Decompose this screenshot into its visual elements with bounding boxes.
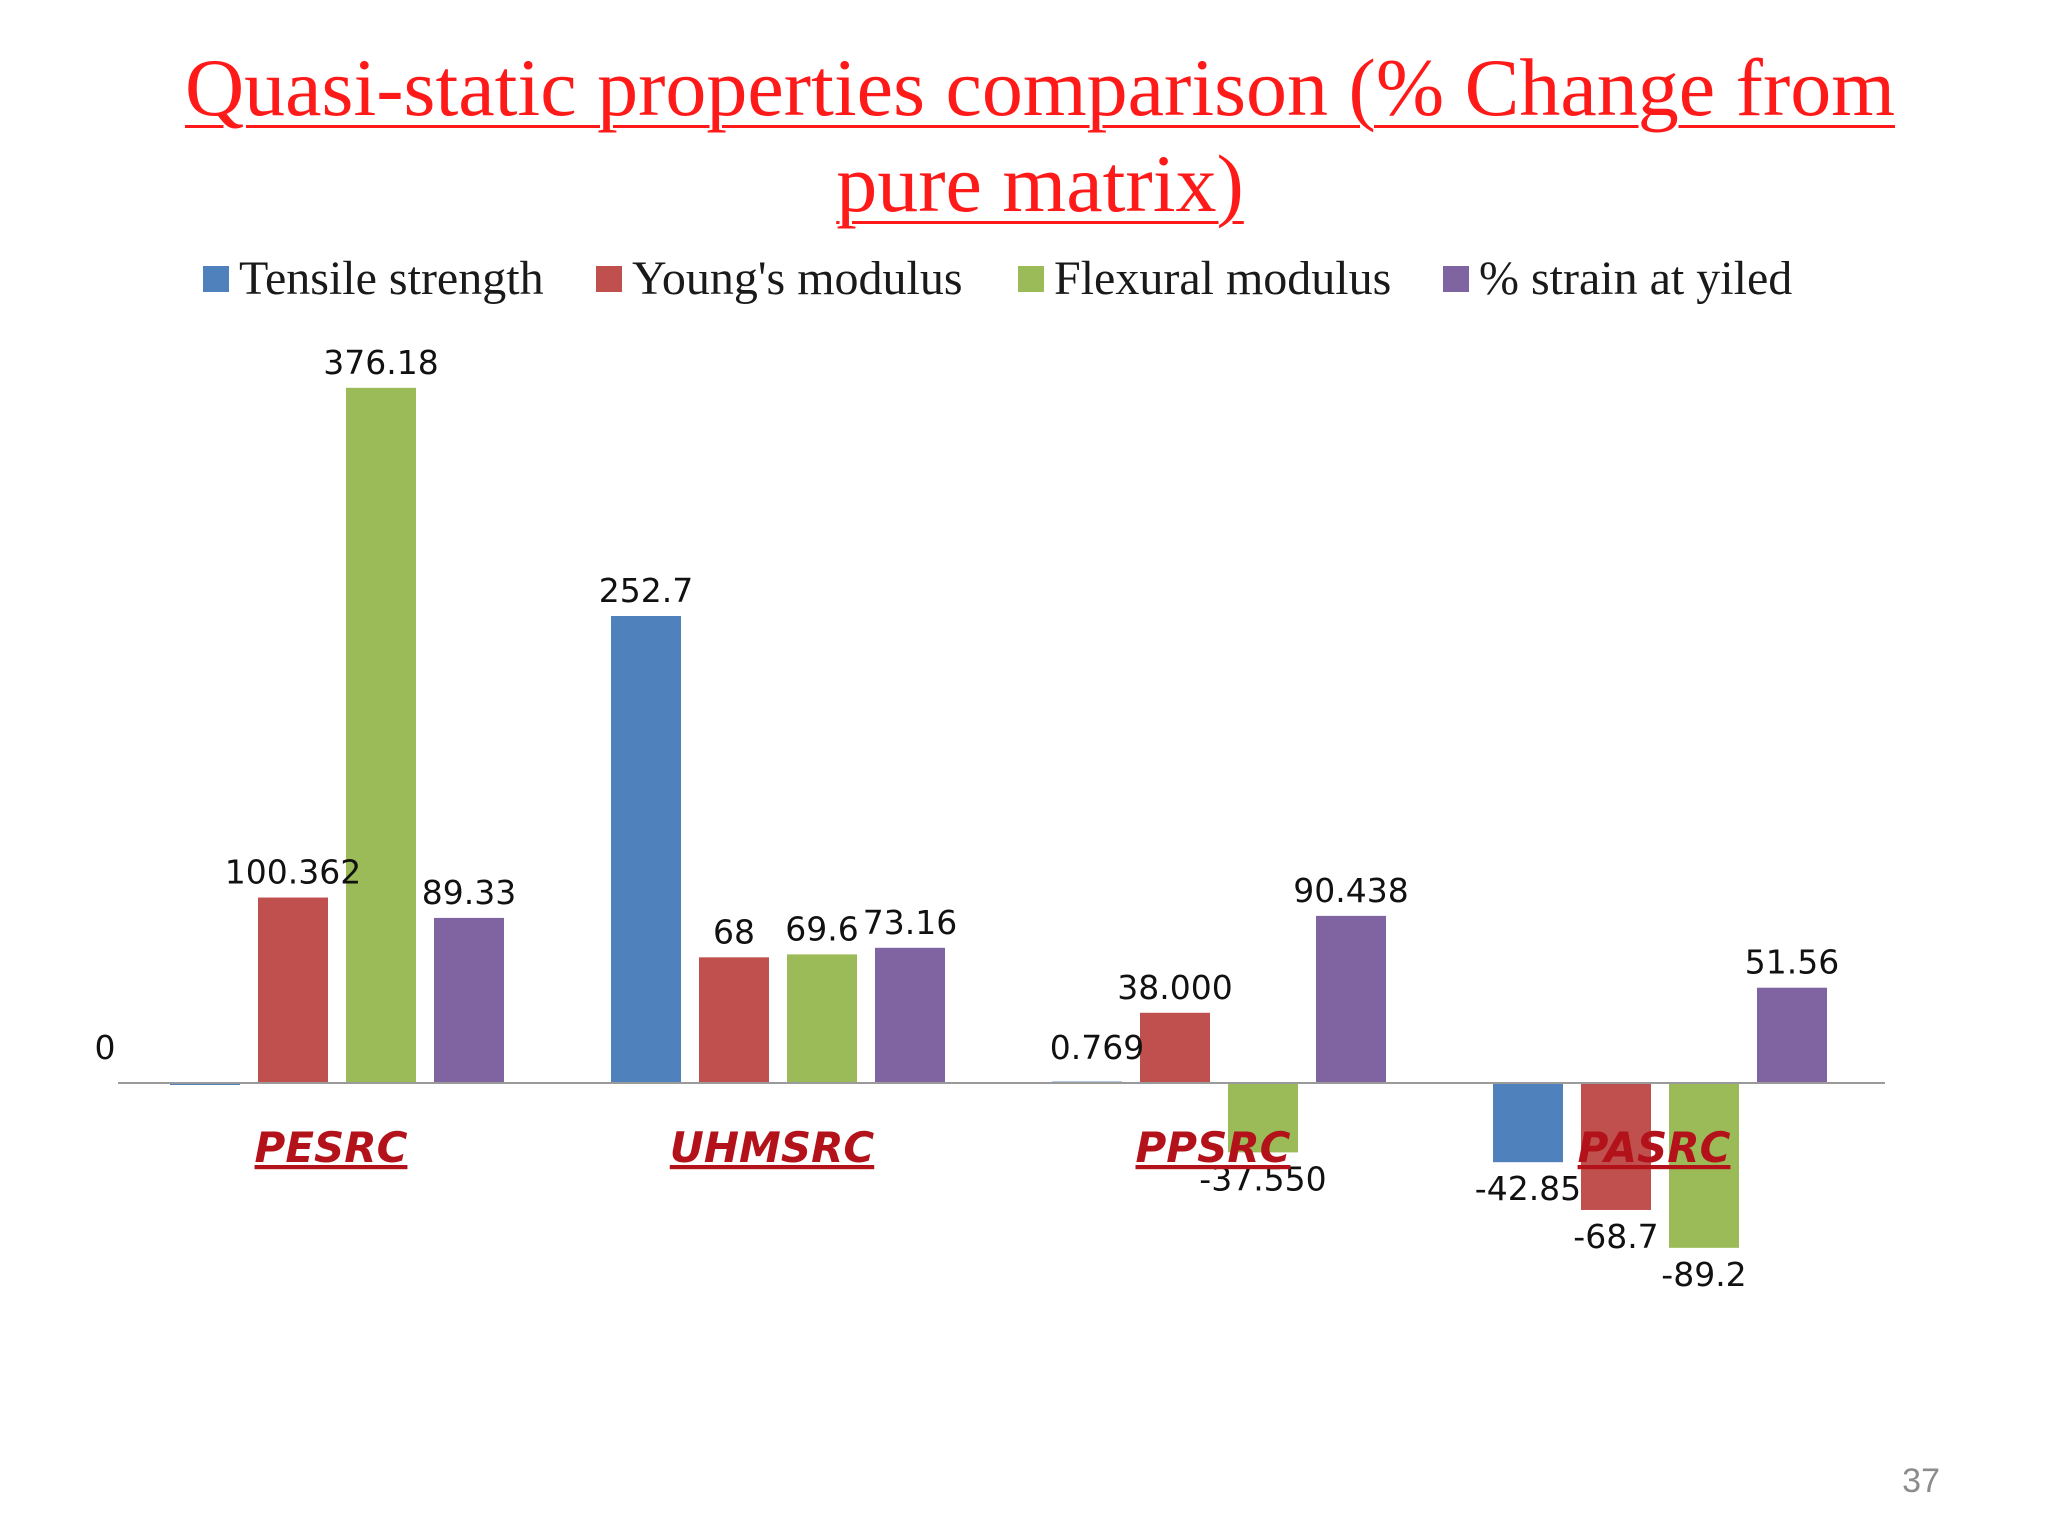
chart-category-labels: PESRC UHMSRC PPSRC PASRC [255,1123,1731,1172]
chart-data-labels: 0 100.362 376.18 89.33 252.7 68 69.6 73.16 0.769… [95,343,1840,1294]
legend-label-1: Tensile strength [239,252,544,305]
data-label-pesrc-series-2: 100.362 [225,853,361,892]
data-label-pasrc-series-3: -89.2 [1661,1255,1746,1294]
bar-uhmsrc-series-4 [875,947,945,1083]
legend-swatch-3 [1018,266,1044,292]
data-label-ppsrc-series-2: 38.000 [1117,968,1232,1007]
bar-pesrc-series-3 [346,387,416,1084]
chart-bars [170,387,1827,1248]
bar-pasrc-series-2 [1581,1083,1651,1210]
data-label-pasrc-series-1: -42.85 [1475,1169,1581,1208]
bar-ppsrc-series-3 [1228,1083,1298,1153]
legend-swatch-2 [596,266,622,292]
bar-uhmsrc-series-1 [611,616,681,1083]
legend-swatch-4 [1443,266,1469,292]
data-label-uhmsrc-series-4: 73.16 [863,903,957,942]
chart-legend: Tensile strength Young's modulus Flexural … [203,252,1792,305]
data-label-uhmsrc-series-1: 252.7 [599,571,693,610]
data-label-ppsrc-series-3: -37.550 [1199,1159,1326,1198]
bar-pasrc-series-4 [1757,987,1827,1083]
category-label-uhmsrc: UHMSRC [670,1123,875,1172]
data-label-uhmsrc-series-3: 69.6 [785,909,858,948]
legend-swatch-1 [203,266,229,292]
bar-pesrc-series-2 [258,897,328,1083]
category-label-ppsrc: PPSRC [1136,1123,1291,1172]
bar-pasrc-series-1 [1493,1083,1563,1163]
legend-label-2: Young's modulus [632,252,963,305]
data-label-pesrc-series-4: 89.33 [422,873,516,912]
bar-ppsrc-series-4 [1316,915,1386,1083]
data-label-pesrc-series-3: 376.18 [323,343,438,382]
bar-pesrc-series-4 [434,917,504,1083]
slide-title: Quasi-static properties comparison (% Ch… [184,42,1896,229]
bar-pasrc-series-3 [1669,1083,1739,1248]
category-label-pasrc: PASRC [1578,1123,1731,1172]
page-number: 37 [1902,1462,1940,1500]
bar-uhmsrc-series-3 [787,954,857,1083]
data-label-pasrc-series-2: -68.7 [1573,1217,1658,1256]
legend-label-4: % strain at yiled [1479,252,1792,305]
data-label-pesrc-series-1: 0 [95,1028,116,1067]
category-label-pesrc: PESRC [255,1123,408,1172]
data-label-ppsrc-series-4: 90.438 [1293,871,1408,910]
bar-ppsrc-series-2 [1140,1012,1210,1083]
data-label-uhmsrc-series-2: 68 [713,912,755,951]
data-label-pasrc-series-4: 51.56 [1745,943,1839,982]
legend-label-3: Flexural modulus [1054,252,1391,305]
bar-uhmsrc-series-2 [699,957,769,1083]
data-label-ppsrc-series-1: 0.769 [1050,1028,1144,1067]
